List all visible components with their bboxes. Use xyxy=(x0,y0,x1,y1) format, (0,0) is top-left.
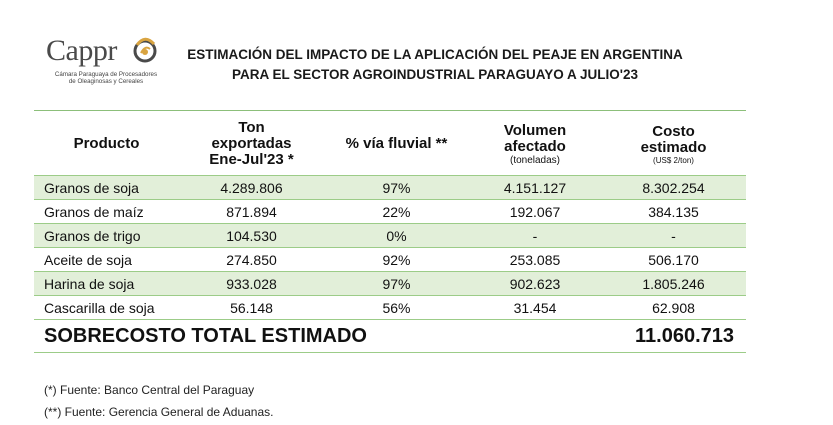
cell-fluvial: 92% xyxy=(324,247,469,272)
cell-volumen: 4.151.127 xyxy=(469,175,601,200)
header-costo-line2: estimado xyxy=(640,138,707,156)
cell-costo: 62.908 xyxy=(601,295,746,320)
cell-producto: Cascarilla de soja xyxy=(34,295,179,320)
header-ton-line1: Ton xyxy=(238,119,265,136)
logo-wordmark: Cappr xyxy=(46,34,117,67)
cell-fluvial: 97% xyxy=(324,271,469,296)
header-ton-line2: exportadas xyxy=(211,135,292,152)
cell-costo: 8.302.254 xyxy=(601,175,746,200)
header-volumen-line2: afectado xyxy=(504,137,566,155)
cell-ton: 274.850 xyxy=(179,247,324,272)
cell-fluvial: 56% xyxy=(324,295,469,320)
cappro-logo: Cappr Cámara Paraguaya de Procesadores d… xyxy=(46,36,176,88)
cell-ton: 4.289.806 xyxy=(179,175,324,200)
footnote-1: (*) Fuente: Banco Central del Paraguay xyxy=(44,383,255,397)
logo-subtitle-line2: de Oleaginosas y Cereales xyxy=(68,78,144,85)
cell-fluvial: 97% xyxy=(324,175,469,200)
cell-ton: 871.894 xyxy=(179,199,324,224)
title-line2: PARA EL SECTOR AGROINDUSTRIAL PARAGUAYO … xyxy=(231,67,638,82)
table-row: Aceite de soja 274.850 92% 253.085 506.1… xyxy=(34,247,746,272)
cell-volumen: 192.067 xyxy=(469,199,601,224)
header-fluvial: % vía fluvial ** xyxy=(324,110,469,176)
cell-producto: Aceite de soja xyxy=(34,247,179,272)
cell-costo: 506.170 xyxy=(601,247,746,272)
total-row: SOBRECOSTO TOTAL ESTIMADO 11.060.713 xyxy=(34,319,746,353)
cell-costo: 384.135 xyxy=(601,199,746,224)
header-ton: Ton exportadas Ene-Jul'23 * xyxy=(179,110,324,176)
header-volumen-line1: Volumen xyxy=(503,121,567,139)
cell-volumen: 31.454 xyxy=(469,295,601,320)
table-row: Cascarilla de soja 56.148 56% 31.454 62.… xyxy=(34,295,746,320)
table-row: Granos de soja 4.289.806 97% 4.151.127 8… xyxy=(34,175,746,200)
cell-costo: 1.805.246 xyxy=(601,271,746,296)
cell-producto: Granos de soja xyxy=(34,175,179,200)
header-ton-line3: Ene-Jul'23 * xyxy=(209,151,294,168)
cell-ton: 104.530 xyxy=(179,223,324,248)
report-title: ESTIMACIÓN DEL IMPACTO DE LA APLICACIÓN … xyxy=(170,45,700,85)
total-label: SOBRECOSTO TOTAL ESTIMADO xyxy=(34,319,469,353)
header-costo-line1: Costo xyxy=(652,122,695,140)
cell-costo: - xyxy=(601,223,746,248)
title-line1: ESTIMACIÓN DEL IMPACTO DE LA APLICACIÓN … xyxy=(187,47,683,62)
footnote-2: (**) Fuente: Gerencia General de Aduanas… xyxy=(44,405,274,419)
cell-fluvial: 0% xyxy=(324,223,469,248)
header-costo-unit: (US$ 2/ton) xyxy=(653,155,694,165)
logo-subtitle: Cámara Paraguaya de Procesadores de Olea… xyxy=(46,71,166,85)
cell-volumen: 253.085 xyxy=(469,247,601,272)
cell-ton: 933.028 xyxy=(179,271,324,296)
footnotes: (*) Fuente: Banco Central del Paraguay (… xyxy=(44,379,273,423)
header-producto: Producto xyxy=(34,110,179,176)
table-row: Granos de trigo 104.530 0% - - xyxy=(34,223,746,248)
cell-volumen: 902.623 xyxy=(469,271,601,296)
cell-producto: Harina de soja xyxy=(34,271,179,296)
header-volumen: Volumen afectado (toneladas) xyxy=(469,110,601,176)
logo-subtitle-line1: Cámara Paraguaya de Procesadores xyxy=(54,71,158,78)
cell-producto: Granos de trigo xyxy=(34,223,179,248)
table-row: Granos de maíz 871.894 22% 192.067 384.1… xyxy=(34,199,746,224)
header-volumen-unit: (toneladas) xyxy=(509,154,561,166)
cell-fluvial: 22% xyxy=(324,199,469,224)
header-producto-label: Producto xyxy=(73,135,140,152)
impact-table: Producto Ton exportadas Ene-Jul'23 * % v… xyxy=(34,110,746,353)
cell-volumen: - xyxy=(469,223,601,248)
logo-emblem-icon xyxy=(133,37,157,63)
cell-ton: 56.148 xyxy=(179,295,324,320)
total-value: 11.060.713 xyxy=(469,319,746,353)
cell-producto: Granos de maíz xyxy=(34,199,179,224)
header-fluvial-label: % vía fluvial ** xyxy=(345,135,448,152)
header-row: Producto Ton exportadas Ene-Jul'23 * % v… xyxy=(34,110,746,176)
header-costo: Costo estimado (US$ 2/ton) xyxy=(601,110,746,176)
table-row: Harina de soja 933.028 97% 902.623 1.805… xyxy=(34,271,746,296)
